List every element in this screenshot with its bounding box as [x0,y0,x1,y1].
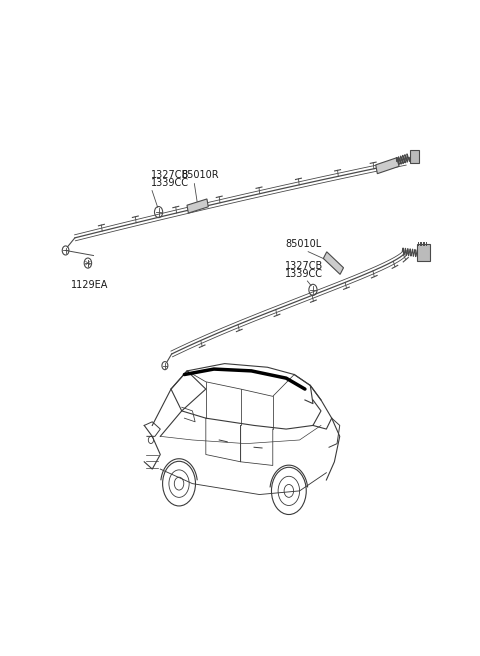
FancyBboxPatch shape [409,150,419,163]
Text: 1327CB: 1327CB [151,170,190,180]
Text: 1327CB: 1327CB [285,260,324,271]
Text: 85010L: 85010L [285,239,321,249]
Text: 1339CC: 1339CC [151,178,189,188]
Polygon shape [187,199,208,213]
FancyBboxPatch shape [417,245,430,260]
Text: 85010R: 85010R [181,170,218,180]
Text: 1339CC: 1339CC [285,269,323,279]
Polygon shape [324,252,344,274]
Polygon shape [376,157,399,174]
Text: 1129EA: 1129EA [71,279,108,290]
